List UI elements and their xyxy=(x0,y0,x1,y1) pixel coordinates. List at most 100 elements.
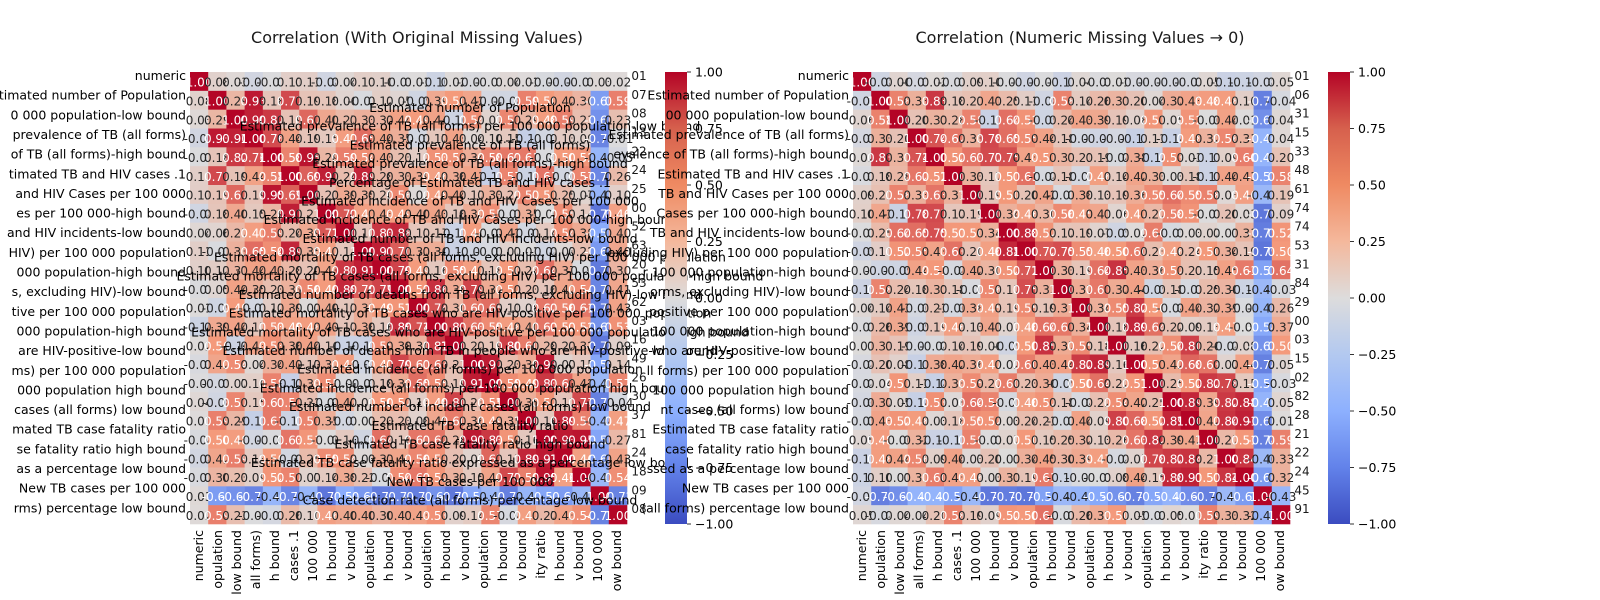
row-label: HIV) per 100 000 population xyxy=(9,245,186,260)
column-label: h bound xyxy=(495,530,510,581)
cell-annotation: 0.40 xyxy=(313,113,340,127)
cell-annotation: 0.04 xyxy=(459,132,486,146)
cell-annotation: 0.02 xyxy=(605,76,632,90)
cell-annotation: 0.30 xyxy=(568,95,595,109)
edge-value: 03 xyxy=(1294,333,1309,347)
heatmap-cell xyxy=(299,90,318,110)
heatmap-cell xyxy=(208,72,227,92)
cell-annotation: 0.03 xyxy=(586,76,613,90)
heatmap-cell xyxy=(608,166,628,186)
cell-annotation: 0.59 xyxy=(550,113,577,127)
column-label: h bound xyxy=(267,530,282,581)
heatmap-cell xyxy=(590,166,610,186)
column-label: h bound xyxy=(552,530,567,581)
cell-annotation: 0.77 xyxy=(277,95,304,109)
cell-annotation: 0.43 xyxy=(441,132,468,146)
cell-annotation: 0.90 xyxy=(240,113,267,127)
heatmap-cell xyxy=(572,147,591,167)
column-label: ow bound xyxy=(609,530,624,591)
heatmap-cell xyxy=(190,166,209,186)
cell-annotation: 0.19 xyxy=(204,189,231,203)
heatmap-cell xyxy=(426,72,446,92)
cell-annotation: 0.11 xyxy=(277,76,304,90)
colorbar-tick-label: −1.00 xyxy=(695,517,733,532)
heatmap-cell xyxy=(281,90,300,110)
row-label: 000 population-high bound xyxy=(17,323,186,338)
overlay-label: Estimated mortality of TB cases who are … xyxy=(229,306,712,321)
cell-annotation: -0.01 xyxy=(602,132,633,146)
cell-annotation: -0.71 xyxy=(584,170,615,184)
cell-annotation: 0.49 xyxy=(404,113,431,127)
heatmap-cell xyxy=(444,109,464,129)
column-label: all forms) xyxy=(248,530,263,589)
cell-annotation: 0.65 xyxy=(350,132,377,146)
column-label: opulation xyxy=(476,530,491,589)
row-label: se fatality ratio high bound xyxy=(17,441,186,456)
row-label: ms) per 100 000 population xyxy=(12,363,186,378)
cell-annotation: 0.08 xyxy=(204,76,231,90)
heatmap-cell xyxy=(408,72,428,92)
heatmap-cell xyxy=(190,109,209,129)
cell-annotation: 0.01 xyxy=(1268,415,1295,429)
heatmap-cell xyxy=(262,90,282,110)
edge-value: 45 xyxy=(1294,483,1309,497)
cell-annotation: 0.47 xyxy=(605,415,632,429)
heatmap-cell xyxy=(190,72,209,92)
column-label: opulation xyxy=(873,530,888,589)
cell-annotation: 0.44 xyxy=(277,132,304,146)
heatmap-cell xyxy=(481,128,500,148)
row-label: rms) percentage low bound xyxy=(14,500,186,515)
heatmap-cell xyxy=(590,109,610,129)
heatmap-cell xyxy=(281,128,300,148)
cell-annotation: -0.04 xyxy=(530,76,561,90)
row-label: 100 000 population high bound xyxy=(652,382,849,397)
cell-annotation: -0.05 xyxy=(475,95,506,109)
cell-annotation: 0.12 xyxy=(368,95,395,109)
cell-annotation: 0.09 xyxy=(1268,208,1295,222)
heatmap-cell xyxy=(554,109,573,129)
overlay-label: Estimated TB case fatality ratio xyxy=(372,418,569,433)
cell-annotation: 0.27 xyxy=(331,113,358,127)
column-label: low bound xyxy=(229,530,244,595)
cell-annotation: 0.05 xyxy=(1268,358,1295,372)
row-label: excluding HIV) per 100 000 population xyxy=(607,245,849,260)
cell-annotation: 0.33 xyxy=(350,113,377,127)
heatmap-cell xyxy=(335,72,355,92)
cell-annotation: -0.07 xyxy=(184,132,215,146)
heatmap-cell xyxy=(299,166,318,186)
edge-value: 29 xyxy=(1294,295,1309,309)
overlay-label: Estimated incidence (all forms) per 100 … xyxy=(260,380,680,395)
cell-annotation: 1.00 xyxy=(222,113,249,127)
cell-annotation: -0.03 xyxy=(1265,283,1296,297)
heatmap-cell xyxy=(426,109,446,129)
edge-value: 91 xyxy=(1294,502,1309,516)
heatmap-cell xyxy=(244,185,264,205)
cell-annotation: 0.50 xyxy=(1268,339,1295,353)
cell-annotation: -0.60 xyxy=(584,95,615,109)
overlay-label: Estimated incidence of TB and HIV Cases … xyxy=(264,212,677,227)
cell-annotation: 0.61 xyxy=(495,151,522,165)
cell-annotation: -0.15 xyxy=(475,170,506,184)
column-label: low bound xyxy=(892,530,907,595)
heatmap-cell xyxy=(244,90,264,110)
heatmap-cell xyxy=(208,109,227,129)
row-label: Estimated TB case fatality ratio xyxy=(652,422,849,437)
cell-annotation: 0.77 xyxy=(204,170,231,184)
left-heatmap: 1.000.080.03-0.07-0.010.110.11-0.080.040… xyxy=(184,69,647,525)
heatmap-cell xyxy=(535,166,555,186)
cell-annotation: 0.44 xyxy=(386,113,413,127)
heatmap-cell xyxy=(481,109,500,129)
overlay-label: Estimated number of Population xyxy=(369,100,571,115)
cell-annotation: 0.64 xyxy=(1268,264,1295,278)
cell-annotation: 0.06 xyxy=(331,95,358,109)
heatmap-cell xyxy=(572,109,591,129)
column-label: ity ratio xyxy=(533,530,548,579)
cell-annotation: 0.11 xyxy=(295,76,322,90)
edge-value: 22 xyxy=(1294,446,1309,460)
cell-annotation: 1.00 xyxy=(295,189,322,203)
cell-annotation: -0.07 xyxy=(548,170,579,184)
cell-annotation: 0.15 xyxy=(313,132,340,146)
heatmap-cell xyxy=(190,90,209,110)
edge-value: 06 xyxy=(1294,88,1309,102)
right-chart-title: Correlation (Numeric Missing Values → 0) xyxy=(915,28,1244,47)
